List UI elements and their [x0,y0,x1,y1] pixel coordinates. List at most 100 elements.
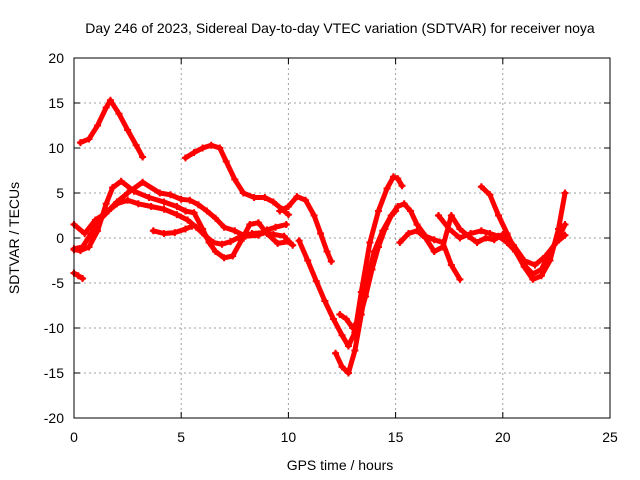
y-tick-label-1: -15 [44,365,64,381]
data-point-arc-n-2 [495,212,503,219]
x-tick-label-1: 5 [177,429,185,445]
data-point-arc-c-8 [145,194,153,201]
x-tick-label-3: 15 [388,429,404,445]
data-point-arc-j-2 [344,369,352,377]
data-point-arc-e-20 [282,221,290,228]
data-point-arc-j-12 [413,221,421,228]
data-series [70,96,569,377]
data-point-arc-i-10 [374,207,382,215]
data-point-arc-e-19 [272,223,280,231]
data-point-arc-h-4 [310,212,318,219]
data-point-arc-n-10 [561,189,569,197]
data-point-arc-e-2 [91,216,99,224]
data-point-arc-h-0 [276,207,284,215]
data-point-arc-d-9 [160,205,168,213]
data-point-arc-d-11 [184,216,192,224]
data-point-arc-c-2 [85,243,93,251]
data-point-arc-a-4 [106,96,114,104]
data-point-arc-n-4 [512,248,520,255]
data-point-arc-n-0 [477,183,485,191]
data-point-arc-e-14 [220,223,228,231]
data-point-arc-a-7 [132,141,140,149]
data-point-arc-a-0 [76,139,84,147]
data-point-arc-i-14 [398,182,406,190]
data-point-arc-f-0 [149,227,157,235]
data-point-arc-c-4 [102,200,110,208]
y-tick-label-6: 10 [48,140,64,156]
data-point-arc-g-12 [284,211,292,219]
data-point-arc-j-16 [447,261,455,269]
axes: 0 5 10 15 20 25 -20 -15 -10 -5 0 5 10 15 20 [44,50,618,445]
data-point-arc-l-2 [413,227,421,235]
data-point-arc-l-0 [396,239,404,246]
data-point-arc-d-2 [87,230,95,237]
data-point-arc-h-1 [284,203,292,210]
data-point-arc-g-10 [269,198,277,206]
data-point-arc-e-16 [242,232,250,240]
data-point-arc-l-18 [561,231,569,239]
data-point-arc-e-12 [203,207,211,215]
data-point-arc-n-6 [529,275,537,283]
data-point-arc-k-9 [392,207,400,215]
data-point-arc-e-9 [177,195,185,203]
data-point-arc-f-4 [188,222,196,230]
data-point-arc-e-17 [254,231,262,239]
data-point-arc-l-9 [473,239,481,246]
data-point-arc-c-17 [229,252,237,260]
y-tick-label-5: 5 [56,185,64,201]
series-arc-k [337,208,399,331]
data-point-arc-c-11 [181,207,189,215]
data-point-arc-i-4 [329,315,337,323]
data-point-arc-k-3 [355,315,363,323]
data-point-arc-e-5 [124,189,132,197]
data-point-arc-m-5 [486,230,494,237]
data-point-arc-d-10 [173,211,181,219]
data-point-arc-h-6 [323,248,331,255]
data-point-arc-m-3 [467,230,475,237]
data-point-arc-g-6 [231,176,239,183]
data-point-arc-g-1 [190,149,198,156]
data-point-arc-k-0 [336,311,344,318]
data-point-arc-m-0 [434,212,442,219]
data-point-arc-e-1 [81,230,89,237]
data-point-arc-b-1 [74,272,82,280]
data-point-arc-a-6 [124,126,132,134]
data-point-arc-d-15 [218,240,226,248]
data-point-arc-n-5 [520,263,528,271]
data-point-arc-m-14 [561,221,569,228]
data-point-arc-i-3 [321,297,329,305]
data-point-arc-d-8 [147,203,155,210]
y-tick-label-0: -20 [44,410,64,426]
data-point-arc-j-17 [456,275,464,283]
data-point-arc-k-4 [362,293,370,300]
data-point-arc-d-14 [209,239,217,246]
data-point-arc-i-0 [295,237,303,245]
data-point-arc-m-6 [495,232,503,240]
data-point-arc-f-1 [160,230,168,237]
data-point-arc-e-7 [156,189,164,197]
data-point-arc-m-4 [477,227,485,235]
data-point-arc-c-5 [109,184,117,192]
data-point-arc-g-7 [239,189,247,197]
data-point-arc-i-6 [344,342,352,350]
data-point-arc-j-11 [407,207,415,215]
data-point-arc-j-3 [351,347,359,354]
data-point-arc-g-0 [181,154,189,162]
data-point-arc-e-8 [166,191,174,199]
data-point-arc-m-1 [445,225,453,233]
data-point-arc-i-9 [366,239,374,246]
data-point-arc-e-4 [113,198,121,206]
data-point-arc-f-3 [181,225,189,233]
data-point-arc-d-7 [134,200,142,208]
data-point-arc-i-5 [338,331,346,339]
data-point-arc-e-13 [212,214,220,222]
data-point-arc-i-12 [389,173,397,181]
data-point-arc-d-1 [79,243,87,251]
y-axis-label: SDTVAR / TECUs [6,182,22,294]
data-point-arc-a-8 [139,153,147,161]
data-point-arc-j-9 [394,203,402,210]
data-point-arc-k-1 [342,315,350,323]
data-point-arc-i-2 [312,277,320,285]
data-point-arc-a-3 [102,104,110,111]
